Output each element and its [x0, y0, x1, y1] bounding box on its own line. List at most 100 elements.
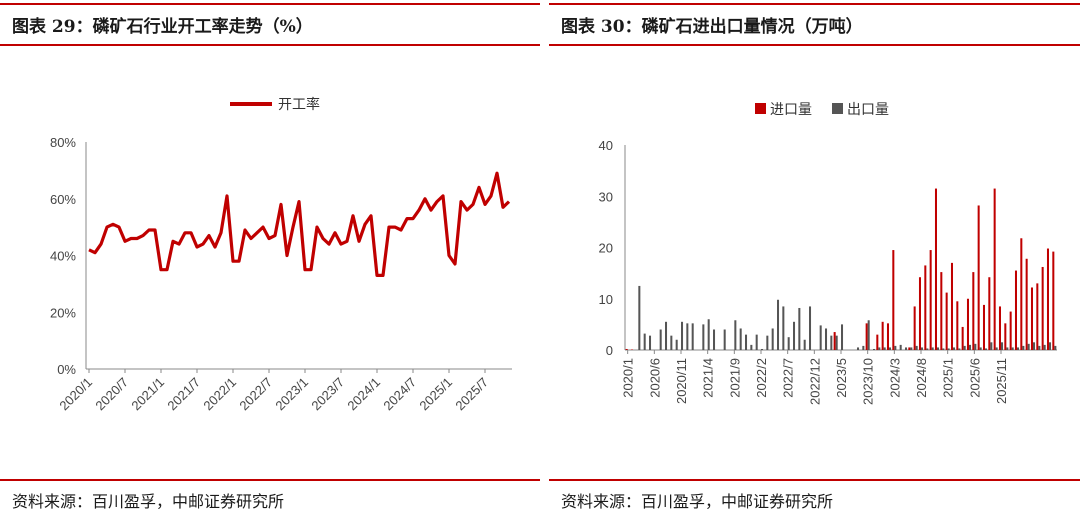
x-tick-label: 2023/7: [308, 375, 347, 414]
legend-label-export: 出口量: [847, 102, 889, 118]
bar-import: [918, 277, 921, 350]
bar-export: [1043, 344, 1046, 351]
bar-export: [1022, 345, 1025, 350]
bar-export: [931, 347, 934, 350]
bar-export: [905, 347, 908, 350]
legend-label-import: 进口量: [770, 102, 812, 118]
x-tick-label: 2024/7: [380, 375, 419, 414]
bar-import: [833, 332, 836, 350]
bar-export: [1006, 347, 1009, 350]
bar-export: [926, 348, 929, 350]
top-rule: [0, 3, 540, 5]
bar-export: [798, 307, 801, 350]
bar-export: [649, 335, 652, 350]
bar-export: [643, 333, 646, 350]
bar-export: [947, 348, 950, 350]
bar-import: [1052, 251, 1055, 350]
bar-export: [771, 328, 774, 350]
bar-export: [782, 306, 785, 350]
bar-export: [734, 320, 737, 350]
bar-export: [1033, 342, 1036, 350]
x-tick-label: 2020/11: [674, 358, 689, 404]
x-tick-label: 2024/8: [914, 358, 929, 398]
x-tick-label: 2020/7: [92, 375, 131, 414]
bar-export: [969, 344, 972, 351]
title-rule: [0, 44, 540, 46]
title-rule: [549, 44, 1080, 46]
bar-export: [995, 347, 998, 350]
bar-import: [924, 265, 927, 350]
bar-export: [974, 343, 977, 350]
bar-export: [745, 334, 748, 351]
bar-export: [857, 347, 860, 350]
top-rule: [549, 3, 1080, 5]
bar-import: [998, 306, 1001, 350]
x-tick-label: 2020/1: [56, 375, 95, 414]
bar-import: [945, 292, 948, 350]
bar-import: [1030, 287, 1033, 350]
series-line-utilization: [88, 171, 511, 277]
chart-title: 图表 29：磷矿石行业开工率走势（%）: [12, 17, 313, 37]
utilization-line-chart: 0%20%40%60%80%2020/12020/72021/12021/720…: [50, 96, 512, 414]
x-tick-label: 2021/9: [727, 358, 742, 398]
bar-export: [878, 347, 881, 350]
bar-export: [963, 345, 966, 350]
bar-export: [766, 335, 769, 350]
bar-export: [889, 347, 892, 350]
bar-import: [966, 298, 969, 350]
bar-export: [681, 321, 684, 350]
bar-export: [787, 337, 790, 350]
bar-export: [825, 328, 828, 350]
bar-export: [1054, 345, 1057, 350]
bar-export: [899, 344, 902, 351]
series-import: [625, 188, 1055, 351]
series-export: [638, 285, 1057, 351]
x-tick-label: 2022/12: [807, 358, 822, 405]
bar-export: [883, 347, 886, 350]
bar-export: [835, 335, 838, 350]
y-tick-label: 20: [599, 241, 613, 256]
source-note: 资料来源：百川盈孚，中邮证券研究所: [12, 492, 285, 511]
bar-export: [686, 323, 689, 350]
x-tick-label: 2023/10: [861, 358, 876, 405]
bar-export: [702, 324, 705, 351]
source-rule: [549, 479, 1080, 481]
y-tick-label: 80%: [50, 135, 76, 150]
bar-export: [713, 329, 716, 350]
bar-export: [841, 324, 844, 351]
bar-export: [739, 328, 742, 350]
bar-export: [958, 348, 961, 350]
bar-export: [873, 348, 876, 350]
bar-import: [956, 301, 959, 350]
x-tick-label: 2022/1: [200, 375, 239, 414]
bar-export: [755, 334, 758, 351]
bar-import: [1004, 323, 1007, 350]
bar-import: [886, 323, 889, 350]
bar-export: [691, 323, 694, 350]
bar-export: [867, 320, 870, 350]
bar-export: [819, 325, 822, 350]
source-note: 资料来源：百川盈孚，中邮证券研究所: [561, 492, 834, 511]
x-tick-label: 2023/5: [834, 358, 849, 398]
bar-export: [723, 329, 726, 350]
x-tick-label: 2025/11: [994, 358, 1009, 404]
bar-import: [1046, 248, 1049, 350]
x-tick-label: 2021/4: [701, 358, 716, 398]
bar-export: [942, 348, 945, 350]
y-tick-label: 10: [599, 292, 613, 307]
bar-export: [990, 342, 993, 350]
bar-export: [761, 348, 764, 350]
bar-export: [1001, 342, 1004, 350]
bar-export: [803, 339, 806, 350]
bar-export: [1049, 342, 1052, 350]
bar-export: [1038, 345, 1041, 350]
bar-export: [1011, 347, 1014, 350]
y-tick-label: 40: [599, 138, 613, 153]
bar-export: [659, 329, 662, 350]
bar-import: [950, 262, 953, 351]
bar-import: [1041, 266, 1044, 350]
bar-export: [670, 335, 673, 350]
chart-title: 图表 30：磷矿石进出口量情况（万吨）: [561, 17, 863, 37]
bar-import: [913, 306, 916, 350]
bar-import: [988, 277, 991, 350]
